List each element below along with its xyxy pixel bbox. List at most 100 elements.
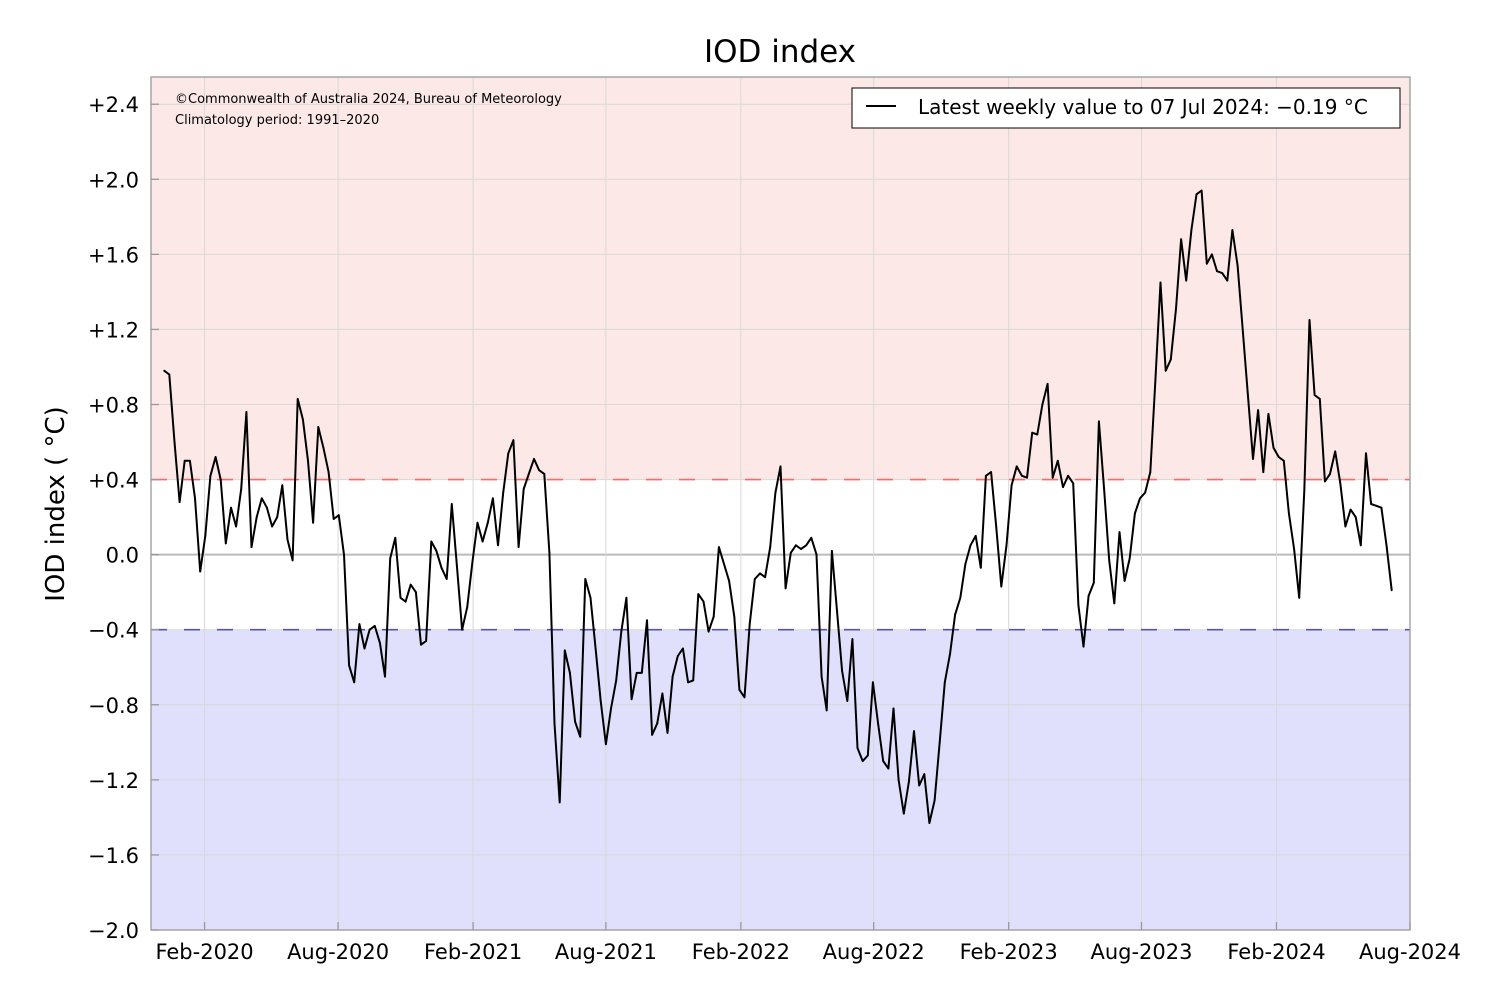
iod-data-point bbox=[974, 535, 977, 537]
iod-data-point bbox=[281, 484, 284, 487]
iod-data-point bbox=[173, 441, 176, 443]
iod-data-point bbox=[266, 506, 268, 509]
iod-data-point bbox=[938, 741, 941, 744]
iod-data-point bbox=[964, 563, 967, 565]
legend-label: Latest weekly value to 07 Jul 2024: −0.1… bbox=[918, 95, 1368, 119]
iod-data-point bbox=[1339, 482, 1342, 485]
iod-data-point bbox=[820, 675, 823, 678]
iod-data-point bbox=[923, 773, 926, 776]
iod-data-point bbox=[199, 570, 202, 573]
iod-data-point bbox=[163, 369, 166, 372]
iod-data-point bbox=[456, 565, 458, 567]
iod-data-point bbox=[856, 747, 859, 749]
iod-data-point bbox=[1010, 484, 1013, 487]
iod-data-point bbox=[440, 566, 443, 569]
iod-data-point bbox=[286, 538, 289, 541]
y-tick-label: +0.8 bbox=[88, 393, 139, 417]
iod-data-point bbox=[312, 521, 314, 524]
iod-data-point bbox=[795, 544, 797, 547]
iod-data-point bbox=[183, 459, 186, 462]
iod-data-point bbox=[1252, 458, 1254, 460]
iod-data-point bbox=[1247, 394, 1249, 396]
iod-data-point bbox=[943, 681, 946, 684]
iod-data-point bbox=[250, 546, 253, 548]
iod-data-point bbox=[425, 640, 427, 642]
iod-data-point bbox=[985, 474, 987, 477]
iod-data-point bbox=[697, 593, 700, 595]
iod-data-point bbox=[450, 503, 453, 505]
iod-data-point bbox=[569, 672, 571, 674]
iod-data-point bbox=[882, 760, 885, 762]
iod-data-point bbox=[682, 647, 684, 650]
iod-data-point bbox=[692, 679, 695, 682]
iod-data-point bbox=[214, 456, 217, 458]
iod-data-point bbox=[1262, 471, 1265, 473]
y-tick-label: −0.8 bbox=[88, 694, 139, 718]
iod-data-point bbox=[240, 488, 243, 490]
iod-data-point bbox=[1282, 459, 1285, 462]
iod-data-point bbox=[1241, 328, 1244, 331]
iod-data-point bbox=[1036, 433, 1039, 436]
iod-data-point bbox=[1195, 193, 1198, 196]
iod-data-point bbox=[1185, 279, 1188, 282]
iod-data-point bbox=[1139, 497, 1141, 500]
iod-data-point bbox=[646, 619, 648, 622]
iod-data-point bbox=[1026, 476, 1028, 479]
iod-data-point bbox=[466, 606, 469, 609]
iod-data-point bbox=[918, 784, 921, 787]
iod-data-point bbox=[949, 653, 951, 655]
iod-data-point bbox=[630, 698, 633, 701]
iod-data-point bbox=[209, 474, 212, 477]
iod-data-point bbox=[959, 596, 962, 599]
series-layer bbox=[163, 189, 1393, 824]
iod-data-point bbox=[887, 767, 890, 770]
iod-data-point bbox=[476, 521, 479, 524]
x-tick-label: Aug-2023 bbox=[1090, 940, 1192, 964]
iod-data-point bbox=[1154, 379, 1157, 381]
iod-data-point bbox=[1380, 506, 1383, 509]
iod-data-point bbox=[435, 550, 438, 552]
iod-data-point bbox=[892, 707, 895, 710]
iod-data-point bbox=[235, 525, 238, 528]
iod-data-point bbox=[1108, 559, 1111, 562]
y-axis: +2.4 +2.0 +1.6 +1.2 +0.8 +0.4 0.0 −0.4 −0.8 −1.2 −… bbox=[88, 93, 159, 943]
x-tick-label: Aug-2021 bbox=[555, 940, 657, 964]
iod-data-point bbox=[1031, 431, 1034, 434]
iod-data-point bbox=[1113, 602, 1116, 605]
iod-data-point bbox=[815, 553, 818, 556]
iod-data-point bbox=[779, 465, 782, 468]
iod-data-point bbox=[574, 720, 576, 723]
iod-data-point bbox=[579, 735, 582, 738]
x-tick-label: Feb-2024 bbox=[1227, 940, 1325, 964]
iod-data-point bbox=[1175, 307, 1177, 310]
iod-data-point bbox=[178, 501, 181, 503]
iod-data-point bbox=[538, 469, 540, 472]
iod-data-point bbox=[728, 580, 730, 582]
iod-data-point bbox=[553, 722, 556, 725]
y-tick-label: −0.4 bbox=[88, 619, 139, 643]
iod-data-point bbox=[527, 473, 530, 475]
iod-data-point bbox=[430, 540, 433, 543]
iod-data-point bbox=[189, 459, 191, 462]
iod-data-point bbox=[599, 700, 602, 702]
legend-box bbox=[851, 87, 1401, 129]
iod-data-point bbox=[1231, 229, 1234, 231]
iod-data-point bbox=[897, 779, 900, 781]
iod-data-point bbox=[671, 675, 674, 678]
iod-data-point bbox=[348, 664, 350, 667]
iod-data-point bbox=[1062, 486, 1064, 488]
iod-data-point bbox=[723, 563, 725, 565]
iod-data-point bbox=[743, 696, 746, 699]
iod-data-point bbox=[995, 525, 998, 528]
iod-data-point bbox=[1221, 272, 1224, 274]
iod-data-point bbox=[276, 516, 279, 518]
iod-data-point bbox=[625, 596, 628, 599]
iod-data-point bbox=[774, 491, 777, 494]
iod-data-point bbox=[1005, 544, 1008, 547]
iod-data-point bbox=[271, 525, 273, 528]
y-tick-label: +1.2 bbox=[88, 318, 139, 342]
iod-data-point bbox=[805, 544, 808, 547]
iod-data-point bbox=[1087, 595, 1090, 597]
iod-data-point bbox=[224, 542, 227, 545]
